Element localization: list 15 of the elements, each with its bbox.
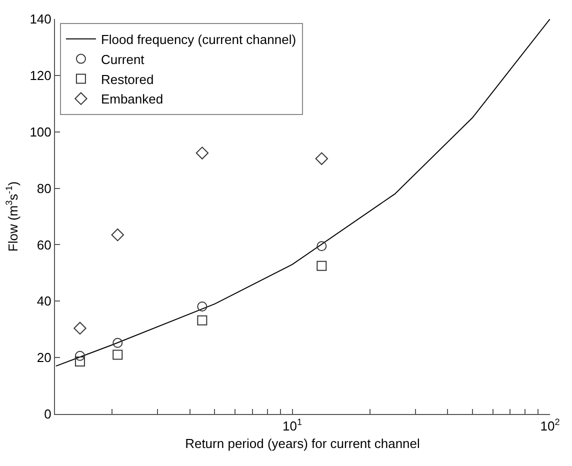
legend-label: Restored [100, 72, 154, 87]
legend-label: Current [100, 52, 145, 67]
x-tick-label: 10$^{1}$ [282, 417, 302, 434]
y-tick-label: 80 [36, 180, 52, 196]
y-tick-label: 60 [36, 237, 52, 252]
y-tick-label: 20 [36, 350, 52, 366]
y-tick-label: 0 [44, 406, 52, 422]
y-tick-label: 120 [30, 68, 52, 83]
y-tick-label: 40 [36, 294, 52, 309]
y-tick-label: 100 [30, 124, 52, 140]
legend-label: Flood frequency (current channel) [100, 32, 296, 47]
legend-label: Embanked [100, 92, 164, 107]
x-axis-title: Return period (years) for current channel [185, 436, 420, 452]
y-tick-label: 140 [30, 12, 52, 27]
x-tick-label: 10$^{2}$ [540, 417, 560, 434]
